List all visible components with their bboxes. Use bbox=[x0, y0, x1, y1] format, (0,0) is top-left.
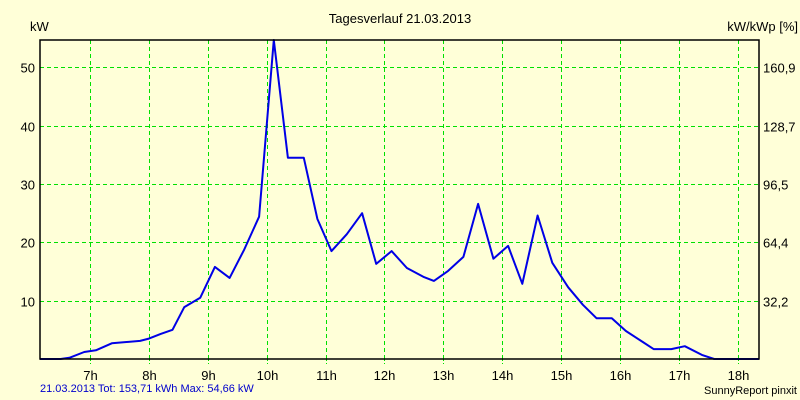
x-tick-label: 7h bbox=[83, 368, 97, 383]
y-tick-label-right: 128,7 bbox=[763, 120, 796, 135]
y-tick-label-left: 40 bbox=[21, 120, 35, 135]
x-tick-label: 8h bbox=[142, 368, 156, 383]
x-tick-label: 14h bbox=[492, 368, 514, 383]
x-tick-label: 16h bbox=[610, 368, 632, 383]
grid-lines bbox=[40, 40, 759, 364]
y-tick-label-left: 10 bbox=[21, 295, 35, 310]
y-tick-label-left: 30 bbox=[21, 178, 35, 193]
x-tick-label: 11h bbox=[316, 368, 337, 383]
y-tick-label-right: 64,4 bbox=[763, 236, 788, 251]
plot-frame bbox=[39, 39, 760, 360]
credit-text: SunnyReport pinxit bbox=[704, 385, 797, 397]
x-tick-label: 10h bbox=[257, 368, 279, 383]
x-tick-label: 13h bbox=[433, 368, 455, 383]
x-tick-label: 15h bbox=[551, 368, 573, 383]
y-tick-label-right: 96,5 bbox=[763, 178, 788, 193]
y-axis-right-label: kW/kWp [%] bbox=[727, 19, 798, 34]
x-tick-label: 17h bbox=[669, 368, 691, 383]
y-tick-label-right: 160,9 bbox=[763, 61, 796, 76]
x-tick-label: 18h bbox=[728, 368, 750, 383]
y-tick-label-left: 50 bbox=[21, 61, 35, 76]
x-tick-label: 12h bbox=[374, 368, 396, 383]
y-tick-label-right: 32,2 bbox=[763, 295, 788, 310]
chart-title: Tagesverlauf 21.03.2013 bbox=[328, 11, 472, 26]
y-tick-label-left: 20 bbox=[21, 236, 35, 251]
daily-summary: 21.03.2013 Tot: 153,71 kWh Max: 54,66 kW bbox=[40, 383, 254, 395]
axis-ticks: 7h 8h 9h 10h 11h 12h 13h 14h 15h 16h 17h 18h 10 32,2 2… bbox=[21, 61, 796, 384]
x-tick-label: 9h bbox=[201, 368, 215, 383]
y-axis-left-label: kW bbox=[30, 19, 49, 34]
power-series-line bbox=[40, 39, 759, 360]
